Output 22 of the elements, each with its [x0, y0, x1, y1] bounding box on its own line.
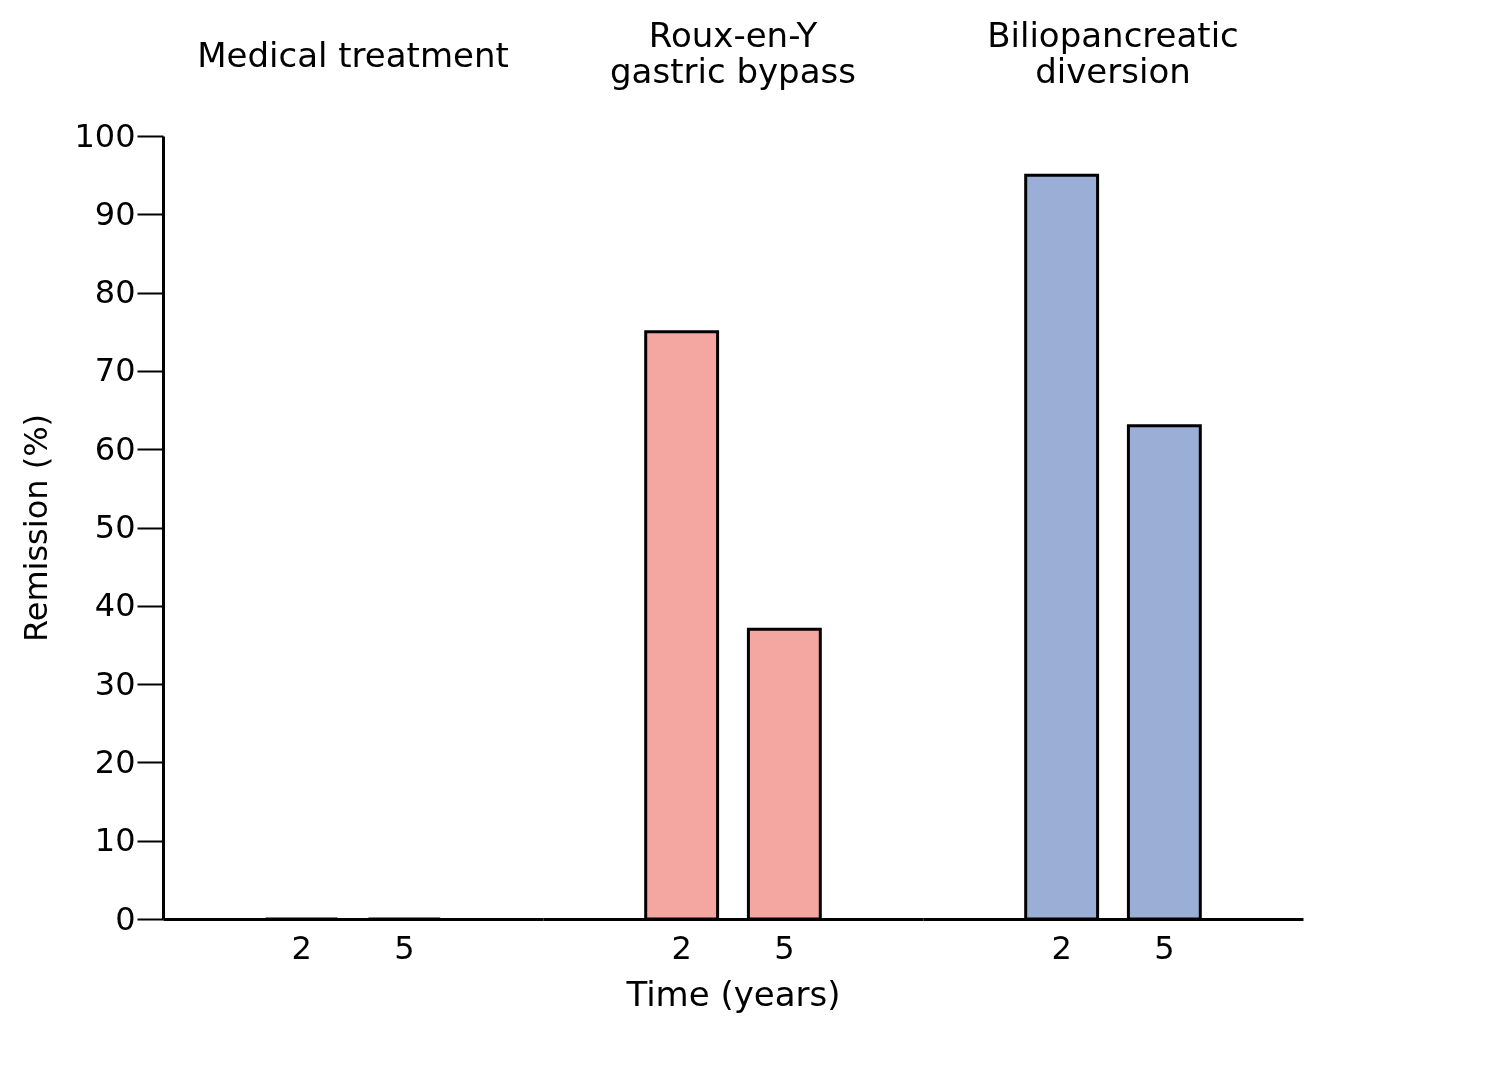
y-tick-label: 40	[94, 586, 136, 625]
y-tick-label: 10	[94, 821, 136, 860]
x-tick-label: 5	[394, 928, 415, 967]
chart-title: Biliopancreatic diversion	[987, 15, 1239, 91]
y-axis-title: Remission (%)	[17, 413, 56, 643]
chart-title: Medical treatment	[197, 35, 509, 75]
y-tick-label: 90	[94, 194, 136, 233]
x-tick-label: 5	[774, 928, 795, 967]
x-tick-label: 2	[671, 928, 692, 967]
x-axis-title: Time (years)	[625, 973, 841, 1014]
y-tick-label: 60	[94, 429, 136, 468]
y-tick-label: 30	[94, 664, 136, 703]
x-tick-label: 2	[291, 928, 312, 967]
y-tick-label: 70	[94, 351, 136, 390]
x-tick-label: 2	[1051, 928, 1072, 967]
y-tick-label: 20	[94, 742, 136, 781]
chart-title: Roux-en-Y gastric bypass	[610, 15, 856, 91]
y-tick-label: 50	[94, 508, 136, 546]
y-tick-label: 80	[94, 273, 136, 312]
y-tick-label: 100	[74, 116, 136, 155]
x-tick-label: 5	[1154, 928, 1175, 967]
y-tick-label: 0	[115, 899, 136, 938]
